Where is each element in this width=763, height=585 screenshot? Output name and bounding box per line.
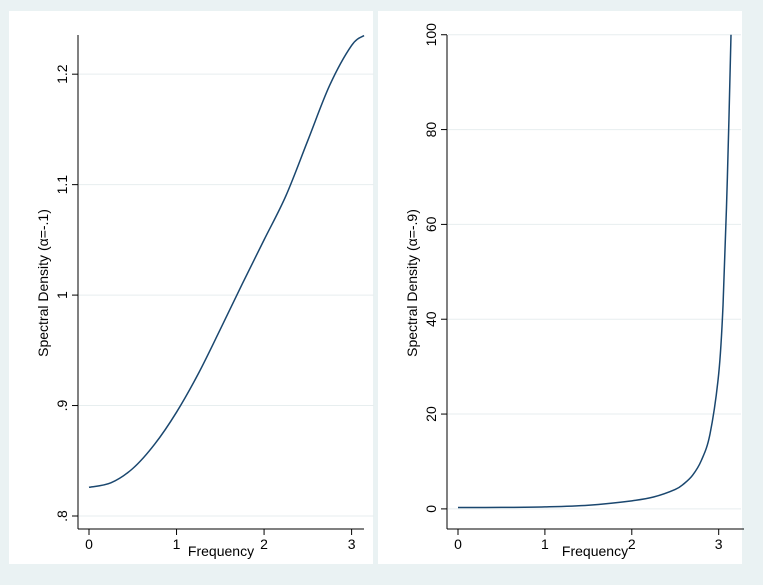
plot-area-right [378, 11, 742, 564]
y-axis-label-right: Spectral Density (α=-.9) [404, 209, 420, 357]
x-tick-label: 0 [454, 536, 462, 552]
x-tick-label: 1 [173, 536, 181, 552]
series-line-right [457, 34, 732, 509]
grid-left [79, 73, 374, 517]
grid-right [448, 34, 741, 510]
y-axis-label-left: Spectral Density (α=-.1) [35, 209, 51, 357]
x-tick-label: 1 [541, 536, 549, 552]
ticks-left: .8 .9 1 1.1 1.2 0 1 2 3 [54, 64, 356, 552]
y-tick-label: 60 [423, 216, 439, 232]
series-line-left [88, 34, 365, 489]
chart-left: .8 .9 1 1.1 1.2 0 1 2 3 Frequency Spectral Densi… [9, 11, 374, 564]
x-axis-label-left: Frequency [188, 543, 254, 559]
y-tick-label: .8 [54, 510, 70, 522]
x-tick-label: 3 [715, 536, 723, 552]
y-tick-label: 80 [423, 122, 439, 138]
y-tick-label: 0 [423, 505, 439, 513]
ticks-right: 0 20 40 60 80 100 0 1 2 3 [423, 23, 723, 552]
y-tick-label: 1.1 [54, 175, 70, 195]
x-tick-label: 0 [85, 536, 93, 552]
x-tick-label: 2 [628, 536, 636, 552]
y-tick-label: 20 [423, 406, 439, 422]
y-tick-label: 1 [54, 291, 70, 299]
x-axis-label-right: Frequency [562, 543, 628, 559]
chart-right: 0 20 40 60 80 100 0 1 2 3 Frequency Spectral Dens… [378, 11, 744, 564]
y-tick-label: 100 [423, 23, 439, 47]
plot-area-left [9, 11, 373, 564]
y-tick-label: .9 [54, 399, 70, 411]
x-tick-label: 3 [348, 536, 356, 552]
y-tick-label: 40 [423, 311, 439, 327]
x-tick-label: 2 [260, 536, 268, 552]
y-tick-label: 1.2 [54, 64, 70, 84]
